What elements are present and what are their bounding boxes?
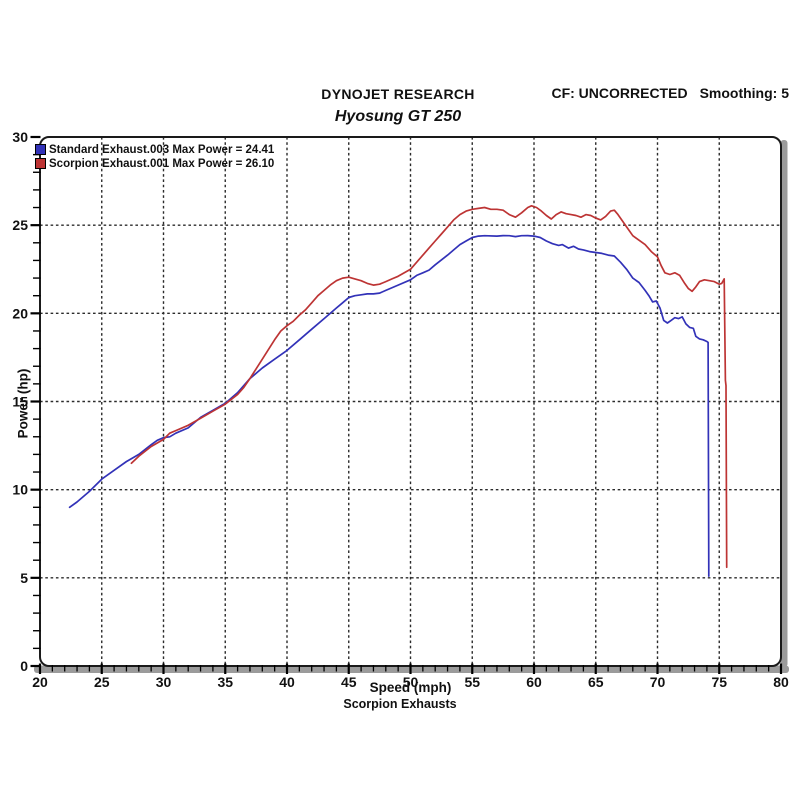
x-tick-label: 55 [464, 674, 480, 690]
smoothing-label: Smoothing: 5 [699, 85, 789, 101]
x-tick-label: 25 [94, 674, 110, 690]
legend: Standard Exhaust.003 Max Power = 24.41 S… [35, 143, 274, 171]
scorpion-series-swatch [35, 158, 46, 169]
x-tick-label: 35 [217, 674, 233, 690]
standard-series-label: Standard Exhaust.003 Max Power = 24.41 [49, 143, 275, 156]
app-title-text: DYNOJET RESEARCH [321, 86, 475, 102]
y-tick-label: 5 [20, 570, 28, 586]
y-axis-title: Power (hp) [15, 368, 31, 439]
x-tick-label: 50 [403, 674, 419, 690]
legend-item-standard-exhaust: Standard Exhaust.003 Max Power = 24.41 [35, 143, 274, 156]
y-tick-label: 0 [20, 658, 28, 674]
y-tick-label: 15 [12, 394, 28, 410]
chart-title: Hyosung GT 250 [0, 108, 800, 126]
x-axis-title: Speed (mph) [369, 680, 452, 695]
power-curve-standard-exhaust-003 [68, 234, 710, 577]
y-tick-label: 30 [12, 129, 28, 145]
y-tick-label: 25 [12, 217, 28, 233]
x-tick-label: 65 [588, 674, 604, 690]
chart-title-text: Hyosung GT 250 [334, 108, 462, 125]
correction-factor-label: CF: UNCORRECTED [551, 85, 688, 101]
x-tick-label: 75 [711, 674, 727, 690]
x-tick-label: 30 [156, 674, 172, 690]
x-tick-label: 40 [279, 674, 295, 690]
x-tick-label: 45 [341, 674, 357, 690]
x-tick-label: 70 [650, 674, 666, 690]
y-tick-label: 20 [12, 305, 28, 321]
y-tick-label: 10 [12, 482, 28, 498]
legend-item-scorpion-exhaust: Scorpion Exhaust.001 Max Power = 26.10 [35, 157, 274, 170]
x-tick-label: 60 [526, 674, 542, 690]
power-curve-scorpion-exhaust-001 [130, 204, 728, 569]
run-settings: CF: UNCORRECTED Smoothing: 5 [551, 85, 789, 117]
standard-series-swatch [35, 144, 46, 155]
plot-right-shadow [780, 140, 788, 667]
x-tick-label: 80 [773, 674, 789, 690]
plot-frame [39, 136, 782, 667]
scorpion-series-label: Scorpion Exhaust.001 Max Power = 26.10 [49, 157, 275, 170]
x-tick-label: 20 [32, 674, 48, 690]
footer-caption: Scorpion Exhausts [343, 697, 457, 711]
app-title: DYNOJET RESEARCH [0, 86, 800, 102]
